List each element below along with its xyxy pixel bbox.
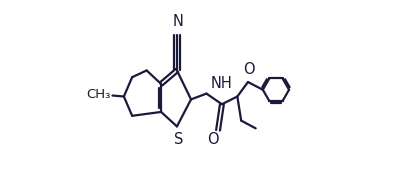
Text: O: O [243,62,255,77]
Text: NH: NH [211,76,233,91]
Text: CH₃: CH₃ [87,88,111,101]
Text: O: O [207,132,219,147]
Text: N: N [173,14,183,29]
Text: S: S [174,132,184,147]
